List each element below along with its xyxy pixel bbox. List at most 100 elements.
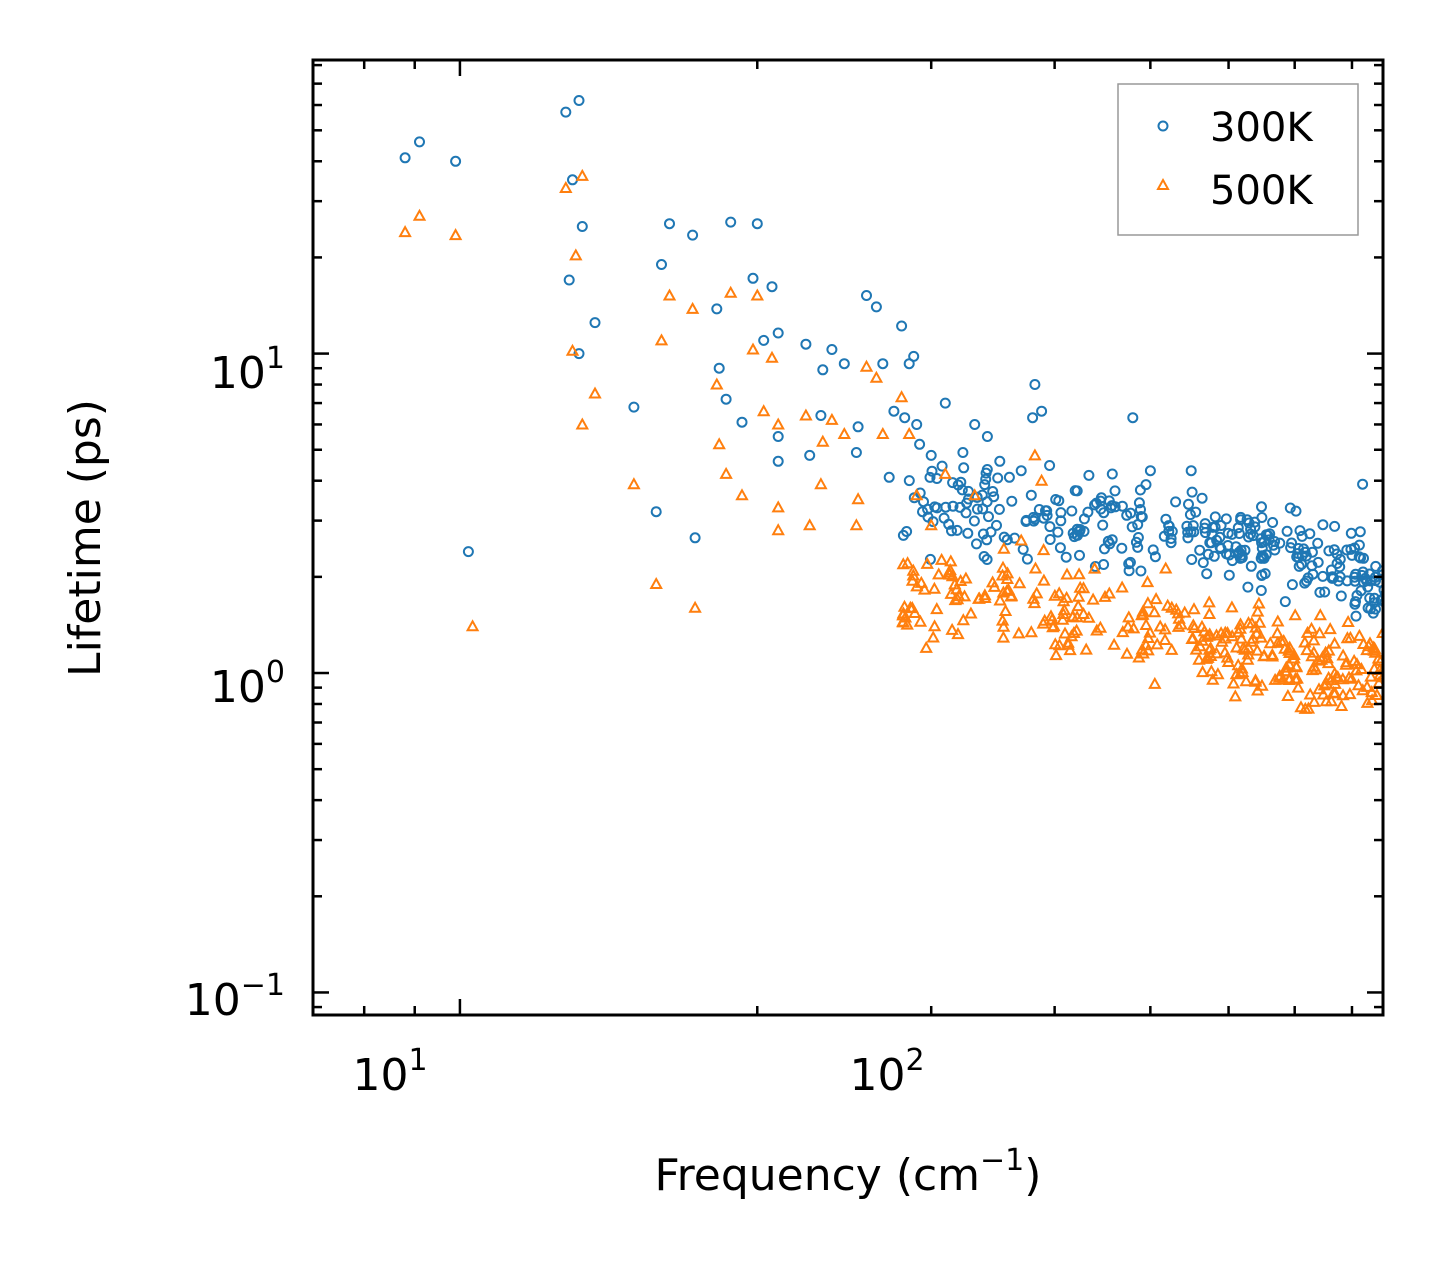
point-500k-band-79 [1186, 618, 1200, 631]
point-300k-band-315 [1260, 529, 1272, 541]
point-500k-band-468 [1344, 671, 1359, 684]
point-500k-band-334 [1239, 674, 1253, 687]
point-300k-pt-1326 [911, 419, 923, 430]
point-300k-band-56 [1109, 485, 1121, 497]
point-500k-band-66 [1030, 586, 1044, 599]
point-500k-band-72 [1122, 610, 1136, 623]
point-300k-band-65 [1123, 565, 1135, 577]
point-500k-band-461 [1235, 661, 1249, 674]
point-300k-band-444 [1221, 548, 1232, 560]
point-300k-band-146 [1044, 460, 1056, 471]
point-300k-band-6 [979, 479, 991, 491]
point-500k-band-465 [1356, 683, 1370, 696]
point-300k-band-240 [1215, 520, 1227, 531]
point-500k-band-134 [1060, 567, 1074, 580]
point-500k-band-126 [985, 575, 1000, 588]
point-500k-band-214 [1263, 636, 1277, 649]
point-300k-band-181 [1285, 542, 1297, 554]
scatter-points [398, 95, 1383, 727]
point-300k-band-35 [1001, 534, 1013, 546]
point-500k-band-356 [1192, 652, 1206, 665]
point-300k-band-349 [1317, 519, 1329, 531]
point-500k-band-369 [1307, 694, 1321, 707]
point-300k-band-383 [1350, 568, 1362, 580]
point-300k-band-204 [1245, 560, 1257, 572]
point-500k-band-149 [1012, 576, 1027, 589]
point-500k-band-172 [1300, 643, 1314, 656]
point-500k-band-432 [1288, 671, 1303, 684]
point-500k-pt-1284 [559, 180, 573, 193]
point-500k-band-412 [1277, 633, 1291, 646]
point-500k-pt-1323 [938, 466, 952, 479]
point-500k-band-52 [1102, 586, 1116, 599]
point-500k-band-151 [1027, 596, 1042, 609]
point-300k-band-23 [980, 473, 992, 485]
point-500k-band-76 [914, 575, 928, 588]
point-300k-band-61 [1052, 526, 1064, 538]
point-500k-band-406 [1278, 664, 1292, 677]
point-500k-band-154 [995, 568, 1010, 581]
point-300k-pt-1311 [815, 410, 827, 421]
point-300k-band-171 [1274, 537, 1286, 549]
point-500k-band-252 [1288, 608, 1302, 621]
point-500k-band-197 [1202, 606, 1217, 619]
point-500k-band-266 [1202, 595, 1216, 608]
point-500k-pt-1300 [735, 488, 749, 501]
point-500k-band-147 [1158, 622, 1172, 635]
point-300k-band-108 [1182, 532, 1194, 544]
point-300k-band-241 [1341, 544, 1353, 556]
point-300k-band-133 [1134, 484, 1146, 496]
point-500k-band-392 [1244, 634, 1258, 647]
point-500k-pt-1298 [719, 466, 733, 479]
point-500k-band-341 [1313, 608, 1327, 621]
point-500k-pt-1317 [869, 370, 884, 383]
point-500k-pt-1306 [771, 523, 785, 536]
point-300k-band-157 [971, 503, 983, 515]
point-500k-band-213 [1228, 689, 1242, 702]
point-300k-band-139 [1123, 558, 1135, 570]
point-500k-band-57 [997, 541, 1011, 554]
point-500k-band-130 [1072, 567, 1086, 580]
point-300k-band-94 [1098, 559, 1110, 570]
point-300k-band-74 [1095, 503, 1107, 515]
point-300k-band-147 [947, 500, 959, 512]
point-500k-band-31 [1067, 625, 1081, 638]
point-300k-band-430 [1234, 552, 1246, 564]
point-300k-pt-1284 [560, 106, 572, 118]
point-300k-band-314 [1214, 531, 1226, 543]
point-500k-band-62 [1126, 621, 1141, 634]
point-300k-pt-1319 [877, 358, 889, 370]
point-500k-band-401 [1367, 643, 1381, 656]
point-300k-pt-1300 [725, 216, 737, 228]
point-500k-band-228 [1319, 676, 1334, 689]
point-500k-band-449 [1336, 688, 1350, 701]
point-500k-band-431 [1218, 631, 1233, 644]
point-500k-band-420 [1255, 678, 1269, 691]
point-300k-band-136 [1160, 513, 1172, 525]
point-300k-band-175 [1194, 544, 1206, 556]
point-300k-pt-1334 [1003, 471, 1015, 483]
point-300k-band-233 [1209, 511, 1221, 523]
point-300k-pt-1280 [399, 152, 411, 164]
point-300k-band-354 [1326, 571, 1338, 583]
point-300k-pt-1296 [689, 532, 701, 544]
point-300k-band-413 [1260, 549, 1272, 561]
legend-marker-500k [1156, 177, 1170, 190]
x-tick-label-10: 101 [352, 1043, 427, 1101]
point-500k-band-94 [1186, 631, 1200, 644]
point-300k-band-110 [1182, 526, 1194, 538]
point-500k-band-373 [1360, 695, 1375, 708]
point-500k-band-407 [1204, 641, 1218, 654]
point-300k-pt-1328 [925, 449, 937, 461]
point-500k-pt-1316 [859, 359, 874, 372]
point-500k-band-29 [1071, 599, 1085, 612]
point-300k-pt-1288 [573, 348, 585, 360]
legend-label-500k: 500K [1210, 168, 1314, 214]
point-500k-band-377 [1339, 655, 1354, 668]
point-300k-band-117 [1103, 495, 1115, 507]
point-300k-band-72 [1126, 521, 1138, 533]
point-500k-band-299 [1376, 670, 1383, 683]
point-300k-pt-1307 [772, 455, 784, 467]
point-500k-band-259 [1336, 648, 1350, 661]
